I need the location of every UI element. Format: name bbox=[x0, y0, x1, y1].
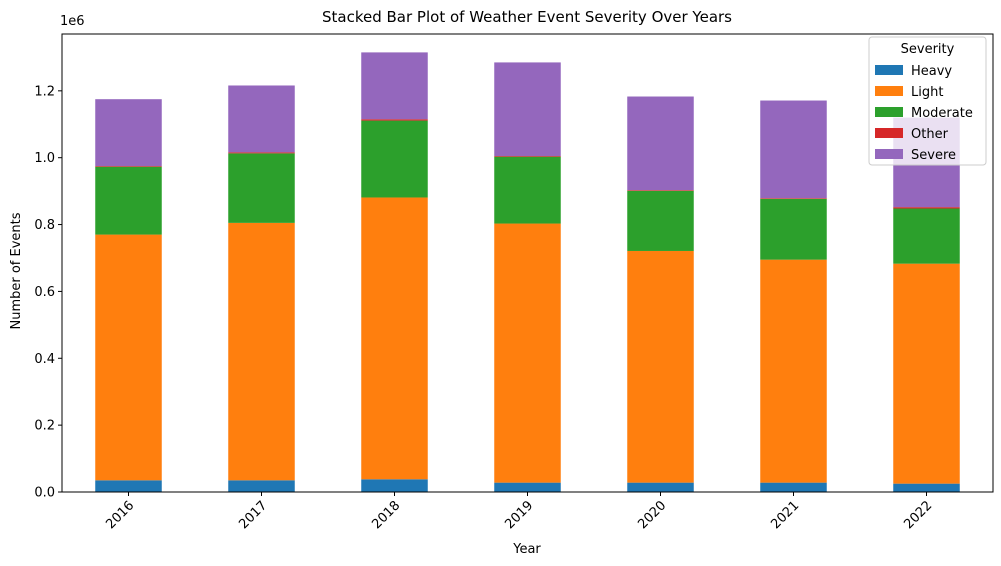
bar-moderate-2020 bbox=[627, 190, 694, 251]
x-tick-label-2018: 2018 bbox=[369, 498, 403, 532]
bar-light-2016 bbox=[95, 234, 162, 481]
bar-other-2016 bbox=[95, 166, 162, 167]
bar-heavy-2021 bbox=[760, 482, 827, 492]
x-axis-label: Year bbox=[512, 542, 541, 557]
legend-title: Severity bbox=[901, 42, 955, 57]
bar-moderate-2021 bbox=[760, 198, 827, 260]
x-axis: 2016 2017 2018 2019 2020 2021 2022 bbox=[103, 492, 935, 532]
y-tick-label: 0.4 bbox=[34, 352, 55, 367]
y-tick-label: 0.2 bbox=[34, 419, 55, 434]
y-tick-label: 1.2 bbox=[34, 84, 55, 99]
plot-frame bbox=[61, 33, 994, 493]
chart-title: Stacked Bar Plot of Weather Event Severi… bbox=[322, 8, 732, 26]
legend: Severity Heavy Light Moderate Other Severe bbox=[868, 36, 987, 166]
x-tick-label-2019: 2019 bbox=[502, 498, 536, 532]
bar-light-2022 bbox=[893, 263, 960, 484]
bar-light-2018 bbox=[361, 197, 428, 480]
legend-swatch-heavy bbox=[875, 65, 903, 75]
bar-other-2018 bbox=[361, 119, 428, 121]
bar-heavy-2016 bbox=[95, 480, 162, 492]
legend-swatch-moderate bbox=[875, 107, 903, 117]
bar-other-2017 bbox=[228, 152, 295, 154]
bar-heavy-2022 bbox=[893, 483, 960, 492]
bar-heavy-2017 bbox=[228, 480, 295, 492]
bar-other-2022 bbox=[893, 207, 960, 209]
bar-moderate-2019 bbox=[494, 156, 561, 224]
y-tick-label: 0.8 bbox=[34, 218, 55, 233]
bar-light-2017 bbox=[228, 222, 295, 481]
x-tick-label-2020: 2020 bbox=[635, 498, 669, 532]
y-axis-label: Number of Events bbox=[9, 212, 24, 329]
bar-moderate-2022 bbox=[893, 208, 960, 264]
x-tick-label-2021: 2021 bbox=[768, 498, 802, 532]
bar-severe-2017 bbox=[228, 85, 295, 153]
legend-label-severe: Severe bbox=[911, 148, 956, 163]
bar-heavy-2018 bbox=[361, 479, 428, 492]
bar-moderate-2018 bbox=[361, 120, 428, 198]
x-tick-label-2022: 2022 bbox=[901, 498, 935, 532]
bar-severe-2019 bbox=[494, 62, 561, 157]
legend-swatch-other bbox=[875, 128, 903, 138]
bar-light-2019 bbox=[494, 223, 561, 483]
y-tick-label: 0.6 bbox=[34, 285, 55, 300]
bar-other-2019 bbox=[494, 156, 561, 157]
y-axis: 0.0 0.2 0.4 0.6 0.8 1.0 1.2 bbox=[34, 84, 62, 501]
legend-label-light: Light bbox=[911, 85, 943, 100]
y-axis-offset-label: 1e6 bbox=[60, 14, 85, 29]
bar-heavy-2020 bbox=[627, 482, 694, 492]
bar-light-2020 bbox=[627, 250, 694, 483]
bar-other-2020 bbox=[627, 190, 694, 191]
x-tick-label-2017: 2017 bbox=[236, 498, 270, 532]
bar-severe-2021 bbox=[760, 100, 827, 199]
legend-label-moderate: Moderate bbox=[911, 106, 973, 121]
legend-label-other: Other bbox=[911, 127, 949, 142]
bar-severe-2016 bbox=[95, 99, 162, 167]
y-tick-label: 1.0 bbox=[34, 151, 55, 166]
bar-moderate-2017 bbox=[228, 153, 295, 223]
legend-label-heavy: Heavy bbox=[911, 64, 952, 79]
bar-light-2021 bbox=[760, 259, 827, 483]
bar-other-2021 bbox=[760, 198, 827, 199]
x-tick-label-2016: 2016 bbox=[103, 498, 137, 532]
y-tick-label: 0.0 bbox=[34, 486, 55, 501]
legend-swatch-light bbox=[875, 86, 903, 96]
legend-swatch-severe bbox=[875, 149, 903, 159]
bar-heavy-2019 bbox=[494, 482, 561, 492]
bars-layer bbox=[95, 52, 960, 492]
bar-severe-2020 bbox=[627, 96, 694, 191]
bar-severe-2018 bbox=[361, 52, 428, 120]
bar-moderate-2016 bbox=[95, 166, 162, 235]
